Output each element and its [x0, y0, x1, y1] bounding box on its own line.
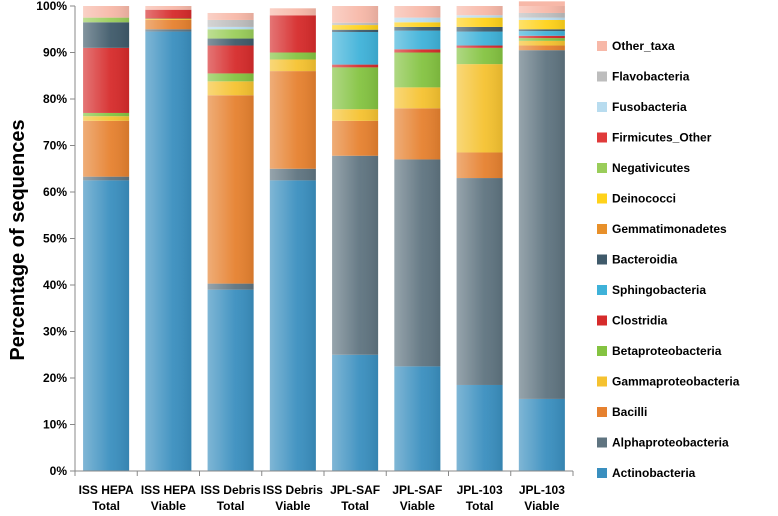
y-tick-label: 30% [43, 325, 67, 339]
y-tick-label: 10% [43, 418, 67, 432]
legend-swatch [597, 194, 607, 204]
legend-label: Other_taxa [612, 39, 675, 53]
bar-stack [332, 6, 378, 471]
legend: Other_taxa Flavobacteria Fusobacteria Firmi… [597, 39, 740, 480]
stacked-bar-chart: 0% 10% 20% 30% 40% 50% 60% 70% 80% 90% 100% ISS HE… [0, 0, 778, 516]
legend-item: Fusobacteria [597, 100, 687, 114]
bar-stack [394, 6, 440, 471]
legend-item: Negativicutes [597, 161, 690, 175]
x-tick-label: ISS HEPA [141, 483, 196, 497]
y-tick-label: 60% [43, 185, 67, 199]
legend-item: Gammaproteobacteria [597, 375, 740, 389]
x-tick-label: Total [341, 499, 369, 513]
bar-shading [145, 6, 191, 471]
x-tick-label: ISS Debris [263, 483, 323, 497]
x-tick-label: Total [217, 499, 245, 513]
legend-label: Fusobacteria [612, 100, 687, 114]
legend-swatch [597, 285, 607, 295]
legend-item: Gemmatimonadetes [597, 222, 727, 236]
legend-item: Bacilli [597, 405, 647, 419]
y-tick-label: 90% [43, 46, 67, 60]
legend-label: Bacilli [612, 405, 647, 419]
legend-swatch [597, 377, 607, 387]
legend-item: Firmicutes_Other [597, 131, 712, 145]
legend-swatch [597, 163, 607, 173]
bar-shading [457, 6, 503, 471]
x-tick-label: Viable [400, 499, 435, 513]
legend-swatch [597, 346, 607, 356]
legend-label: Gammaproteobacteria [612, 375, 740, 389]
y-tick-label: 0% [50, 464, 68, 478]
legend-label: Betaproteobacteria [612, 344, 722, 358]
bar-stack [457, 6, 503, 471]
legend-label: Alphaproteobacteria [612, 436, 729, 450]
bar-stack [208, 13, 254, 471]
bar-shading [394, 6, 440, 471]
legend-label: Clostridia [612, 314, 668, 328]
legend-label: Firmicutes_Other [612, 131, 712, 145]
legend-swatch [597, 41, 607, 51]
legend-item: Flavobacteria [597, 70, 690, 84]
bar-shading [519, 6, 565, 471]
bar-stack [270, 8, 316, 471]
x-tick-label: Viable [524, 499, 559, 513]
x-tick-label: Viable [275, 499, 310, 513]
y-tick-label: 70% [43, 139, 67, 153]
legend-swatch [597, 407, 607, 417]
legend-swatch [597, 133, 607, 143]
legend-item: Alphaproteobacteria [597, 436, 729, 450]
bar-shading [332, 6, 378, 471]
y-axis-label: Percentage of sequences [7, 119, 29, 360]
x-axis: ISS HEPA Total ISS HEPA Viable ISS Debris Tot… [75, 471, 573, 513]
legend-item: Deinococci [597, 192, 676, 206]
x-tick-label: JPL-103 [519, 483, 565, 497]
legend-label: Gemmatimonadetes [612, 222, 727, 236]
legend-label: Bacteroidia [612, 253, 678, 267]
bar-shading [270, 8, 316, 471]
y-tick-label: 100% [36, 0, 67, 13]
legend-item: Actinobacteria [597, 466, 696, 480]
legend-item: Clostridia [597, 314, 668, 328]
legend-swatch [597, 316, 607, 326]
legend-label: Actinobacteria [612, 466, 696, 480]
x-tick-label: JPL-SAF [330, 483, 380, 497]
bar-shading [208, 13, 254, 471]
legend-swatch [597, 102, 607, 112]
x-tick-label: JPL-103 [457, 483, 503, 497]
legend-item: Bacteroidia [597, 253, 678, 267]
x-tick-label: ISS Debris [201, 483, 261, 497]
y-tick-label: 80% [43, 92, 67, 106]
x-tick-label: Total [466, 499, 494, 513]
y-tick-label: 20% [43, 371, 67, 385]
y-axis: 0% 10% 20% 30% 40% 50% 60% 70% 80% 90% 100% [36, 0, 75, 478]
legend-label: Sphingobacteria [612, 283, 706, 297]
bars-group [83, 1, 565, 471]
bar-stack [519, 1, 565, 471]
legend-item: Other_taxa [597, 39, 675, 53]
legend-label: Deinococci [612, 192, 676, 206]
legend-label: Flavobacteria [612, 70, 690, 84]
y-tick-label: 40% [43, 278, 67, 292]
legend-swatch [597, 468, 607, 478]
x-tick-label: ISS HEPA [79, 483, 134, 497]
y-tick-label: 50% [43, 232, 67, 246]
x-tick-label: Total [92, 499, 120, 513]
legend-item: Sphingobacteria [597, 283, 706, 297]
bar-stack [83, 6, 129, 471]
legend-item: Betaproteobacteria [597, 344, 722, 358]
bar-shading [83, 6, 129, 471]
bar-stack [145, 6, 191, 471]
legend-swatch [597, 255, 607, 265]
x-tick-label: Viable [151, 499, 186, 513]
legend-swatch [597, 224, 607, 234]
legend-swatch [597, 72, 607, 82]
legend-label: Negativicutes [612, 161, 690, 175]
legend-swatch [597, 438, 607, 448]
x-tick-label: JPL-SAF [392, 483, 442, 497]
